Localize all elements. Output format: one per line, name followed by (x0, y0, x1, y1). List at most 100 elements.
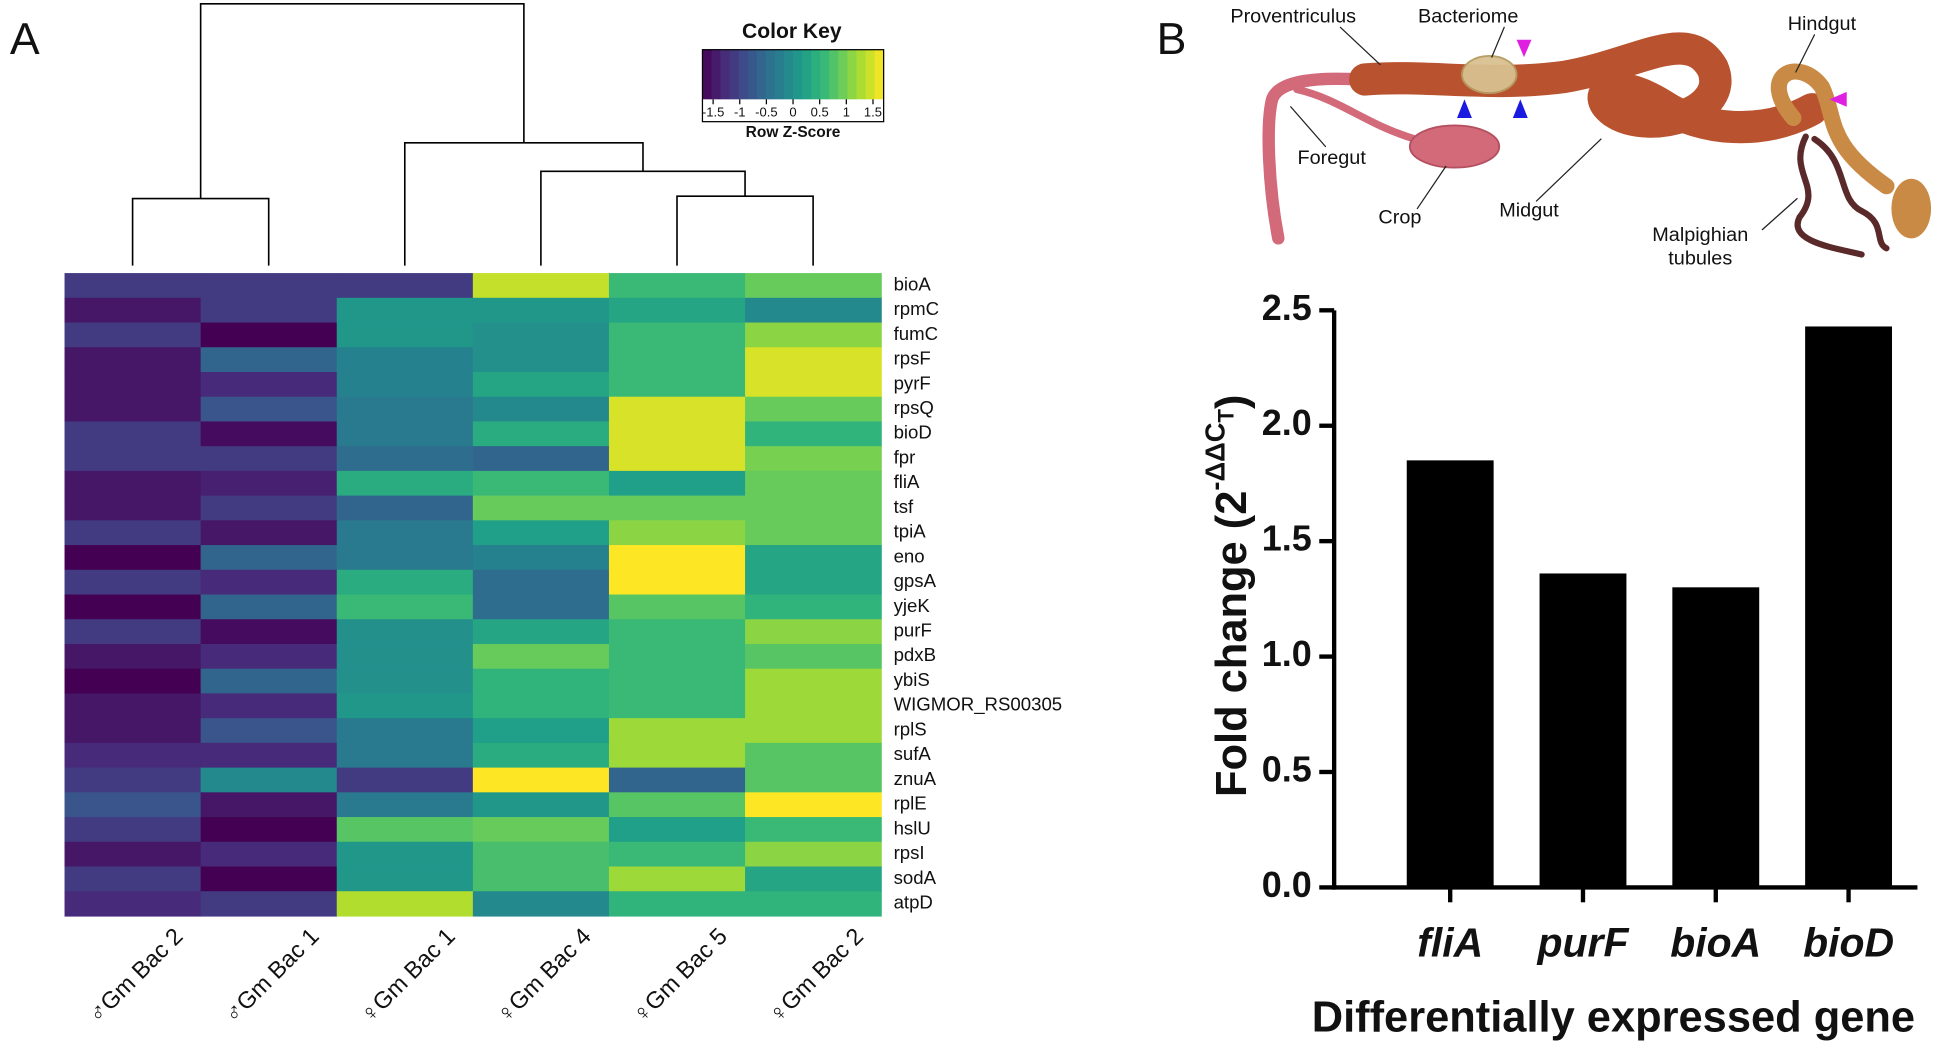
midgut-shape (1349, 32, 1829, 144)
key-label: Row Z-Score (746, 124, 841, 141)
heat-cell (336, 347, 474, 373)
leader-line (1761, 197, 1798, 231)
row-label: tpiA (894, 521, 927, 542)
heat-cell (200, 297, 338, 324)
heat-cell (336, 841, 474, 868)
heat-cell (200, 767, 338, 793)
heat-cell (64, 718, 202, 744)
row-label: fumC (894, 323, 938, 344)
heat-cell (64, 767, 202, 793)
heat-cell (336, 470, 474, 497)
row-label: sufA (894, 743, 932, 764)
key-tick-label: 0.5 (811, 104, 829, 119)
y-axis-label-part: -ΔΔC (1200, 423, 1231, 491)
key-band (756, 49, 767, 100)
heat-cell (200, 742, 338, 769)
x-tick-label: bioD (1803, 920, 1894, 966)
heat-cell (336, 495, 474, 521)
leader-line (1290, 106, 1327, 148)
heat-cell (336, 396, 474, 423)
heat-cell (745, 421, 882, 447)
key-band (811, 49, 821, 100)
heat-cell (472, 767, 610, 793)
heat-cell (64, 470, 202, 497)
heat-cell (608, 767, 746, 793)
row-label: hslU (894, 817, 931, 838)
diagram-label: Hindgut (1788, 13, 1857, 35)
heat-cell (64, 817, 202, 843)
heat-cell (64, 520, 202, 546)
dendrogram (403, 141, 644, 266)
heat-cell (745, 668, 882, 695)
heat-cell (336, 545, 474, 571)
heat-cell (472, 446, 610, 472)
panel-label: A (10, 15, 40, 64)
leader-line (1535, 138, 1602, 202)
heat-cell (608, 718, 746, 744)
key-band (729, 49, 740, 100)
heat-cell (64, 347, 202, 373)
diagram-label: Crop (1378, 207, 1421, 229)
heat-cell (608, 297, 746, 324)
heat-cell (608, 495, 746, 521)
heat-cell (745, 891, 882, 917)
heat-cell (745, 273, 882, 299)
heat-cell (336, 297, 474, 324)
heat-cell (472, 668, 610, 695)
bar (1672, 587, 1760, 888)
heat-cell (64, 545, 202, 571)
key-band (829, 49, 839, 100)
key-tick-label: -0.5 (755, 104, 777, 119)
heat-cell (64, 866, 202, 892)
row-label: pdxB (894, 644, 936, 665)
heat-cell (745, 792, 882, 818)
y-tick-label: 2.0 (1262, 402, 1312, 443)
row-label: fpr (894, 446, 916, 467)
x-axis-label: Differentially expressed gene (1312, 994, 1915, 1042)
heat-cell (745, 322, 882, 348)
row-label: rpsI (894, 842, 925, 863)
heat-cell (472, 841, 610, 868)
heat-cell (64, 643, 202, 670)
heat-cell (200, 470, 338, 497)
heat-cell (336, 446, 474, 472)
key-band (747, 49, 758, 100)
row-label: eno (894, 545, 925, 566)
heat-cell (64, 371, 202, 398)
heat-cell (745, 841, 882, 868)
heat-cell (336, 273, 474, 299)
heat-cell (336, 371, 474, 398)
heat-cell (608, 396, 746, 423)
heat-cell (745, 866, 882, 892)
row-label: ybiS (894, 669, 930, 690)
heat-cell (336, 668, 474, 695)
heat-cell (745, 545, 882, 571)
y-tick-label: 0.0 (1262, 864, 1312, 905)
heat-cell (64, 693, 202, 719)
heat-cell (200, 347, 338, 373)
heat-cell (64, 668, 202, 695)
panel-label: B (1157, 15, 1187, 64)
leader-line (1491, 26, 1505, 58)
heat-cell (336, 421, 474, 447)
key-band (847, 49, 857, 100)
heat-cell (472, 643, 610, 670)
heat-cell (336, 742, 474, 769)
heat-cell (200, 273, 338, 299)
y-tick-label: 2.5 (1262, 287, 1312, 328)
key-band (738, 49, 749, 100)
key-band (702, 49, 712, 100)
diagram-label: Bacteriome (1418, 6, 1518, 28)
key-title: Color Key (742, 20, 842, 43)
column-label: ♀Gm Bac 2 (763, 923, 868, 1028)
heat-cell (64, 421, 202, 447)
crop-shape (1408, 124, 1501, 169)
heat-cell (745, 569, 882, 596)
foregut-shape (1262, 72, 1366, 245)
key-frame (701, 49, 885, 123)
row-label: tsf (894, 496, 914, 517)
y-tick-label: 1.0 (1262, 633, 1312, 674)
heat-cell (64, 792, 202, 818)
heat-cell (608, 866, 746, 892)
